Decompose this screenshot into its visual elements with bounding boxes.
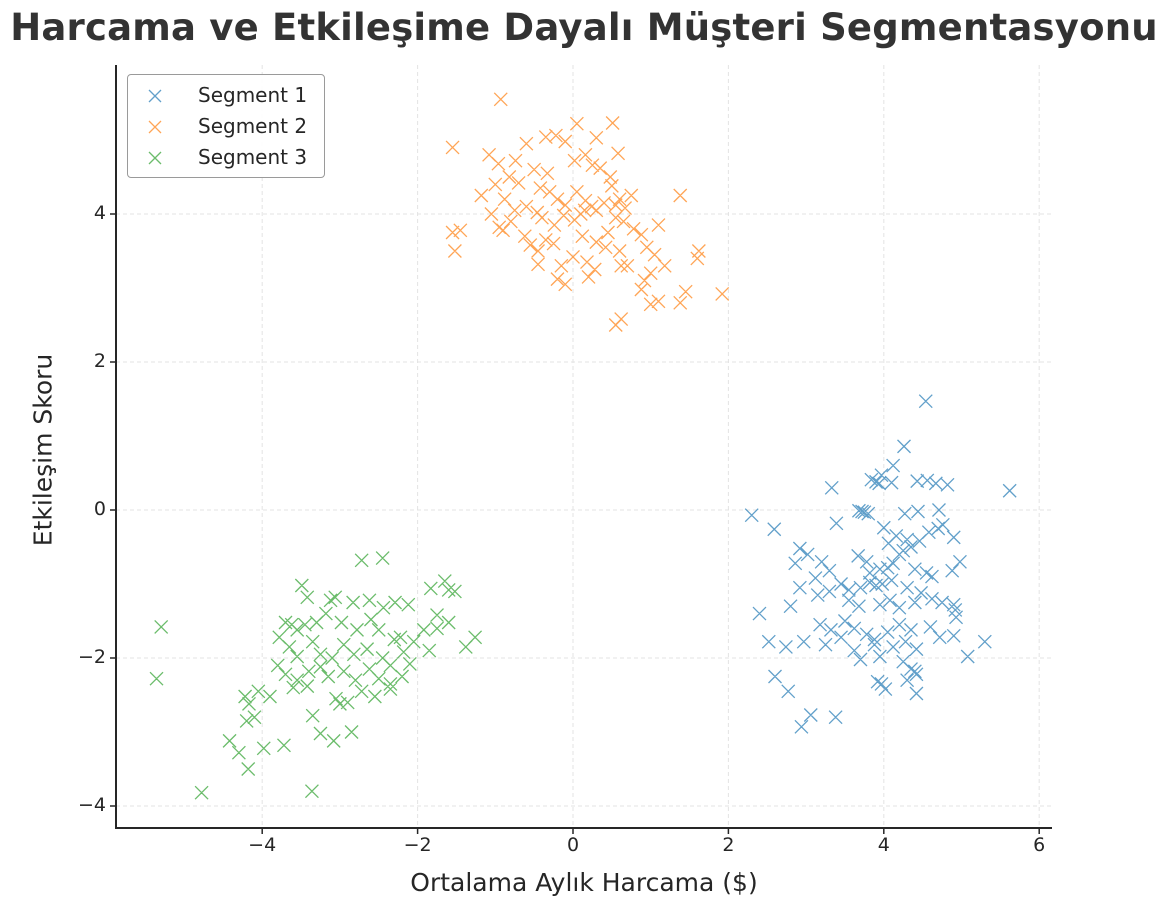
legend-item-segment-3: Segment 3	[128, 143, 324, 173]
x-tick-label: 2	[722, 834, 735, 856]
segment-1-points	[744, 394, 1017, 734]
legend-label: Segment 1	[198, 83, 308, 107]
y-tick-label: 4	[93, 202, 106, 224]
legend-label: Segment 2	[198, 114, 308, 138]
y-tick-label: −2	[77, 646, 106, 668]
x-marker-icon	[148, 151, 162, 165]
x-marker-icon	[148, 120, 162, 134]
data-points	[149, 92, 1017, 800]
x-marker-icon	[148, 89, 162, 103]
legend: Segment 1 Segment 2 Segment 3	[127, 74, 325, 178]
x-tick-label: 6	[1033, 834, 1046, 856]
grid-lines	[116, 65, 1052, 828]
segment-2-points	[445, 92, 730, 332]
axes-spines	[110, 65, 1052, 834]
x-tick-label: 0	[566, 834, 580, 856]
y-tick-label: 2	[93, 350, 106, 372]
y-tick-label: 0	[93, 498, 106, 520]
chart-title: Harcama ve Etkileşime Dayalı Müşteri Seg…	[10, 6, 1158, 49]
segment-3-points	[149, 551, 483, 800]
y-axis-label: Etkileşim Skoru	[28, 353, 58, 547]
legend-item-segment-2: Segment 2	[128, 112, 324, 142]
x-tick-label: −4	[248, 834, 277, 856]
legend-item-segment-1: Segment 1	[128, 81, 324, 111]
x-tick-label: 4	[877, 834, 890, 856]
x-tick-label: −2	[403, 834, 432, 856]
legend-label: Segment 3	[198, 145, 308, 169]
x-axis-label: Ortalama Aylık Harcama ($)	[410, 868, 758, 897]
y-tick-label: −4	[77, 794, 106, 816]
